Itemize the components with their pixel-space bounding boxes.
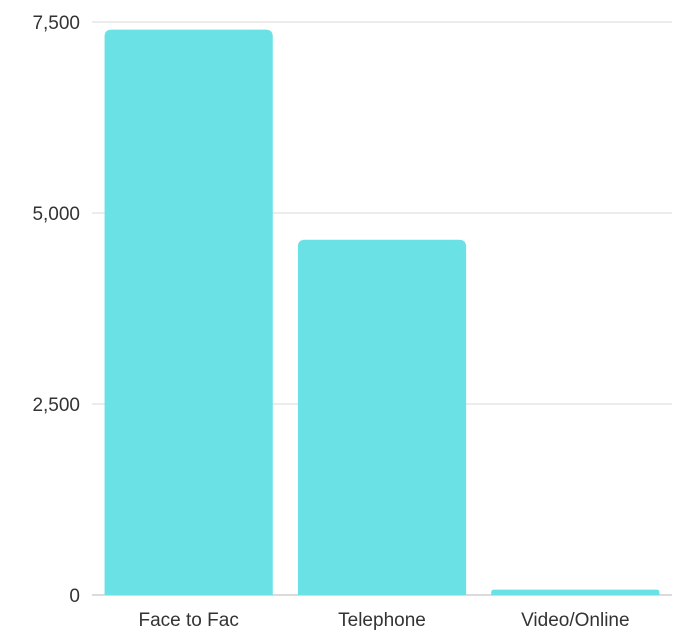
bar-video-online (491, 589, 660, 595)
y-tick-label: 0 (69, 586, 80, 607)
x-category-label: Face to Fac (139, 610, 239, 631)
y-tick-label: 7,500 (32, 13, 80, 34)
x-axis-labels: Face to Fac Telephone Video/Online (139, 610, 630, 631)
x-category-label: Video/Online (521, 610, 629, 631)
bar-layer (104, 29, 660, 596)
bar-face-to-fac (104, 29, 273, 595)
y-tick-label: 5,000 (32, 204, 80, 225)
bar-telephone (297, 239, 467, 596)
y-axis-ticks: 0 2,500 5,000 7,500 (32, 13, 80, 607)
y-tick-label: 2,500 (32, 395, 80, 416)
x-category-label: Telephone (338, 610, 426, 631)
